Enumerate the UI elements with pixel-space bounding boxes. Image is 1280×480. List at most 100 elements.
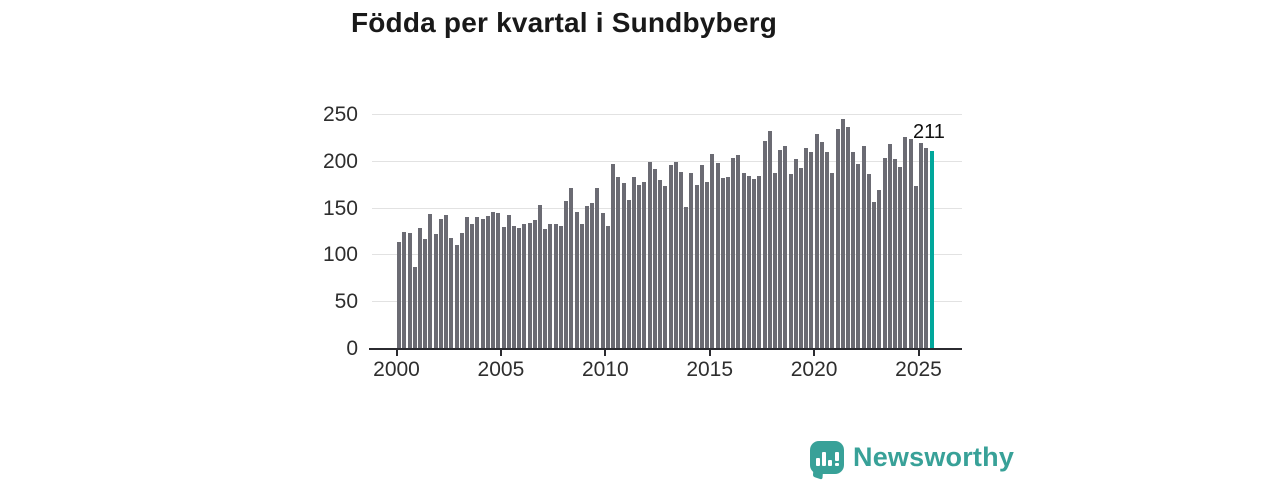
bar bbox=[913, 186, 918, 348]
latest-value-annotation: 211 bbox=[913, 120, 945, 143]
bar bbox=[647, 161, 652, 348]
bar bbox=[720, 177, 725, 348]
bar bbox=[861, 145, 866, 348]
bar bbox=[684, 206, 689, 348]
bar bbox=[830, 173, 835, 348]
bar bbox=[903, 137, 908, 348]
bar bbox=[893, 158, 897, 348]
y-axis-tick-label: 50 bbox=[334, 290, 358, 314]
bar bbox=[632, 176, 636, 348]
bar bbox=[689, 173, 694, 348]
y-axis-tick-label: 0 bbox=[346, 337, 358, 360]
bar bbox=[736, 155, 741, 348]
bar bbox=[600, 213, 605, 348]
bar bbox=[673, 161, 678, 348]
x-axis-tick-label: 2025 bbox=[895, 358, 942, 381]
bar bbox=[407, 232, 412, 348]
bar bbox=[710, 154, 715, 348]
bar bbox=[485, 216, 490, 348]
bar bbox=[741, 173, 746, 348]
bar bbox=[846, 127, 851, 348]
y-axis-tick-label: 100 bbox=[322, 243, 358, 267]
exclamation-icon bbox=[835, 452, 839, 466]
bar bbox=[402, 231, 407, 348]
bar bbox=[626, 200, 631, 348]
bar bbox=[527, 222, 532, 348]
x-axis-tick-label: 2020 bbox=[790, 358, 838, 381]
bar bbox=[553, 223, 558, 348]
bar bbox=[731, 158, 736, 348]
bar bbox=[856, 163, 861, 348]
bar bbox=[699, 164, 704, 348]
bar bbox=[788, 173, 793, 348]
bar bbox=[887, 144, 892, 348]
gridline-y-200 bbox=[372, 160, 962, 162]
bar bbox=[642, 182, 647, 348]
bar bbox=[464, 217, 469, 348]
bar bbox=[412, 266, 417, 348]
newsworthy-logo-icon bbox=[810, 441, 844, 480]
bar bbox=[585, 205, 590, 348]
bar bbox=[652, 169, 657, 348]
bar bbox=[595, 187, 600, 348]
bar bbox=[919, 143, 924, 348]
bar bbox=[564, 201, 569, 348]
bar bbox=[496, 213, 501, 348]
bar bbox=[590, 202, 595, 348]
bar bbox=[778, 149, 783, 348]
bar bbox=[872, 202, 877, 348]
x-axis-tick-label: 2015 bbox=[686, 358, 734, 381]
bar bbox=[924, 147, 929, 348]
bar bbox=[866, 173, 871, 348]
bar bbox=[757, 175, 762, 348]
bar bbox=[678, 172, 683, 348]
bar bbox=[532, 219, 537, 348]
bar bbox=[804, 147, 809, 348]
bar bbox=[491, 212, 496, 348]
bar bbox=[658, 179, 663, 348]
bar bbox=[501, 227, 506, 348]
newsworthy-logo[interactable]: Newsworthy bbox=[810, 441, 1015, 480]
bar bbox=[637, 185, 642, 348]
bar bbox=[569, 187, 574, 348]
x-axis-tick-mark bbox=[708, 350, 711, 357]
bar bbox=[454, 245, 459, 348]
bar bbox=[511, 226, 516, 348]
bar bbox=[772, 173, 777, 348]
bar bbox=[522, 224, 527, 348]
bar bbox=[433, 233, 438, 348]
newsworthy-logo-text: Newsworthy bbox=[853, 442, 1015, 472]
bar bbox=[668, 164, 673, 348]
bar bbox=[558, 226, 563, 348]
bar bbox=[616, 176, 621, 348]
bar bbox=[579, 223, 584, 348]
bar bbox=[908, 139, 913, 348]
bar bbox=[480, 218, 485, 348]
x-axis-tick-mark bbox=[917, 350, 920, 357]
bar bbox=[611, 163, 616, 348]
bar bbox=[475, 217, 480, 348]
bar bbox=[851, 152, 856, 348]
x-axis-tick-mark bbox=[813, 350, 816, 357]
x-axis-tick-label: 2000 bbox=[373, 358, 420, 381]
bar-chart-icon bbox=[816, 452, 839, 466]
bar bbox=[548, 223, 553, 348]
bar bbox=[825, 152, 830, 348]
bar bbox=[449, 237, 454, 348]
bar bbox=[835, 129, 840, 348]
bar bbox=[783, 145, 788, 348]
bar bbox=[428, 214, 433, 348]
x-axis-line bbox=[369, 348, 962, 351]
gridline-y-250 bbox=[372, 114, 962, 115]
y-axis-tick-label: 250 bbox=[322, 103, 358, 126]
y-axis-tick-label: 150 bbox=[322, 196, 358, 220]
bar bbox=[746, 175, 751, 348]
bar bbox=[517, 228, 522, 348]
x-axis-tick-mark bbox=[604, 350, 607, 357]
bar bbox=[621, 183, 626, 348]
bar bbox=[605, 226, 610, 348]
bar bbox=[725, 176, 730, 348]
bar bbox=[538, 204, 543, 348]
bar bbox=[840, 118, 845, 348]
